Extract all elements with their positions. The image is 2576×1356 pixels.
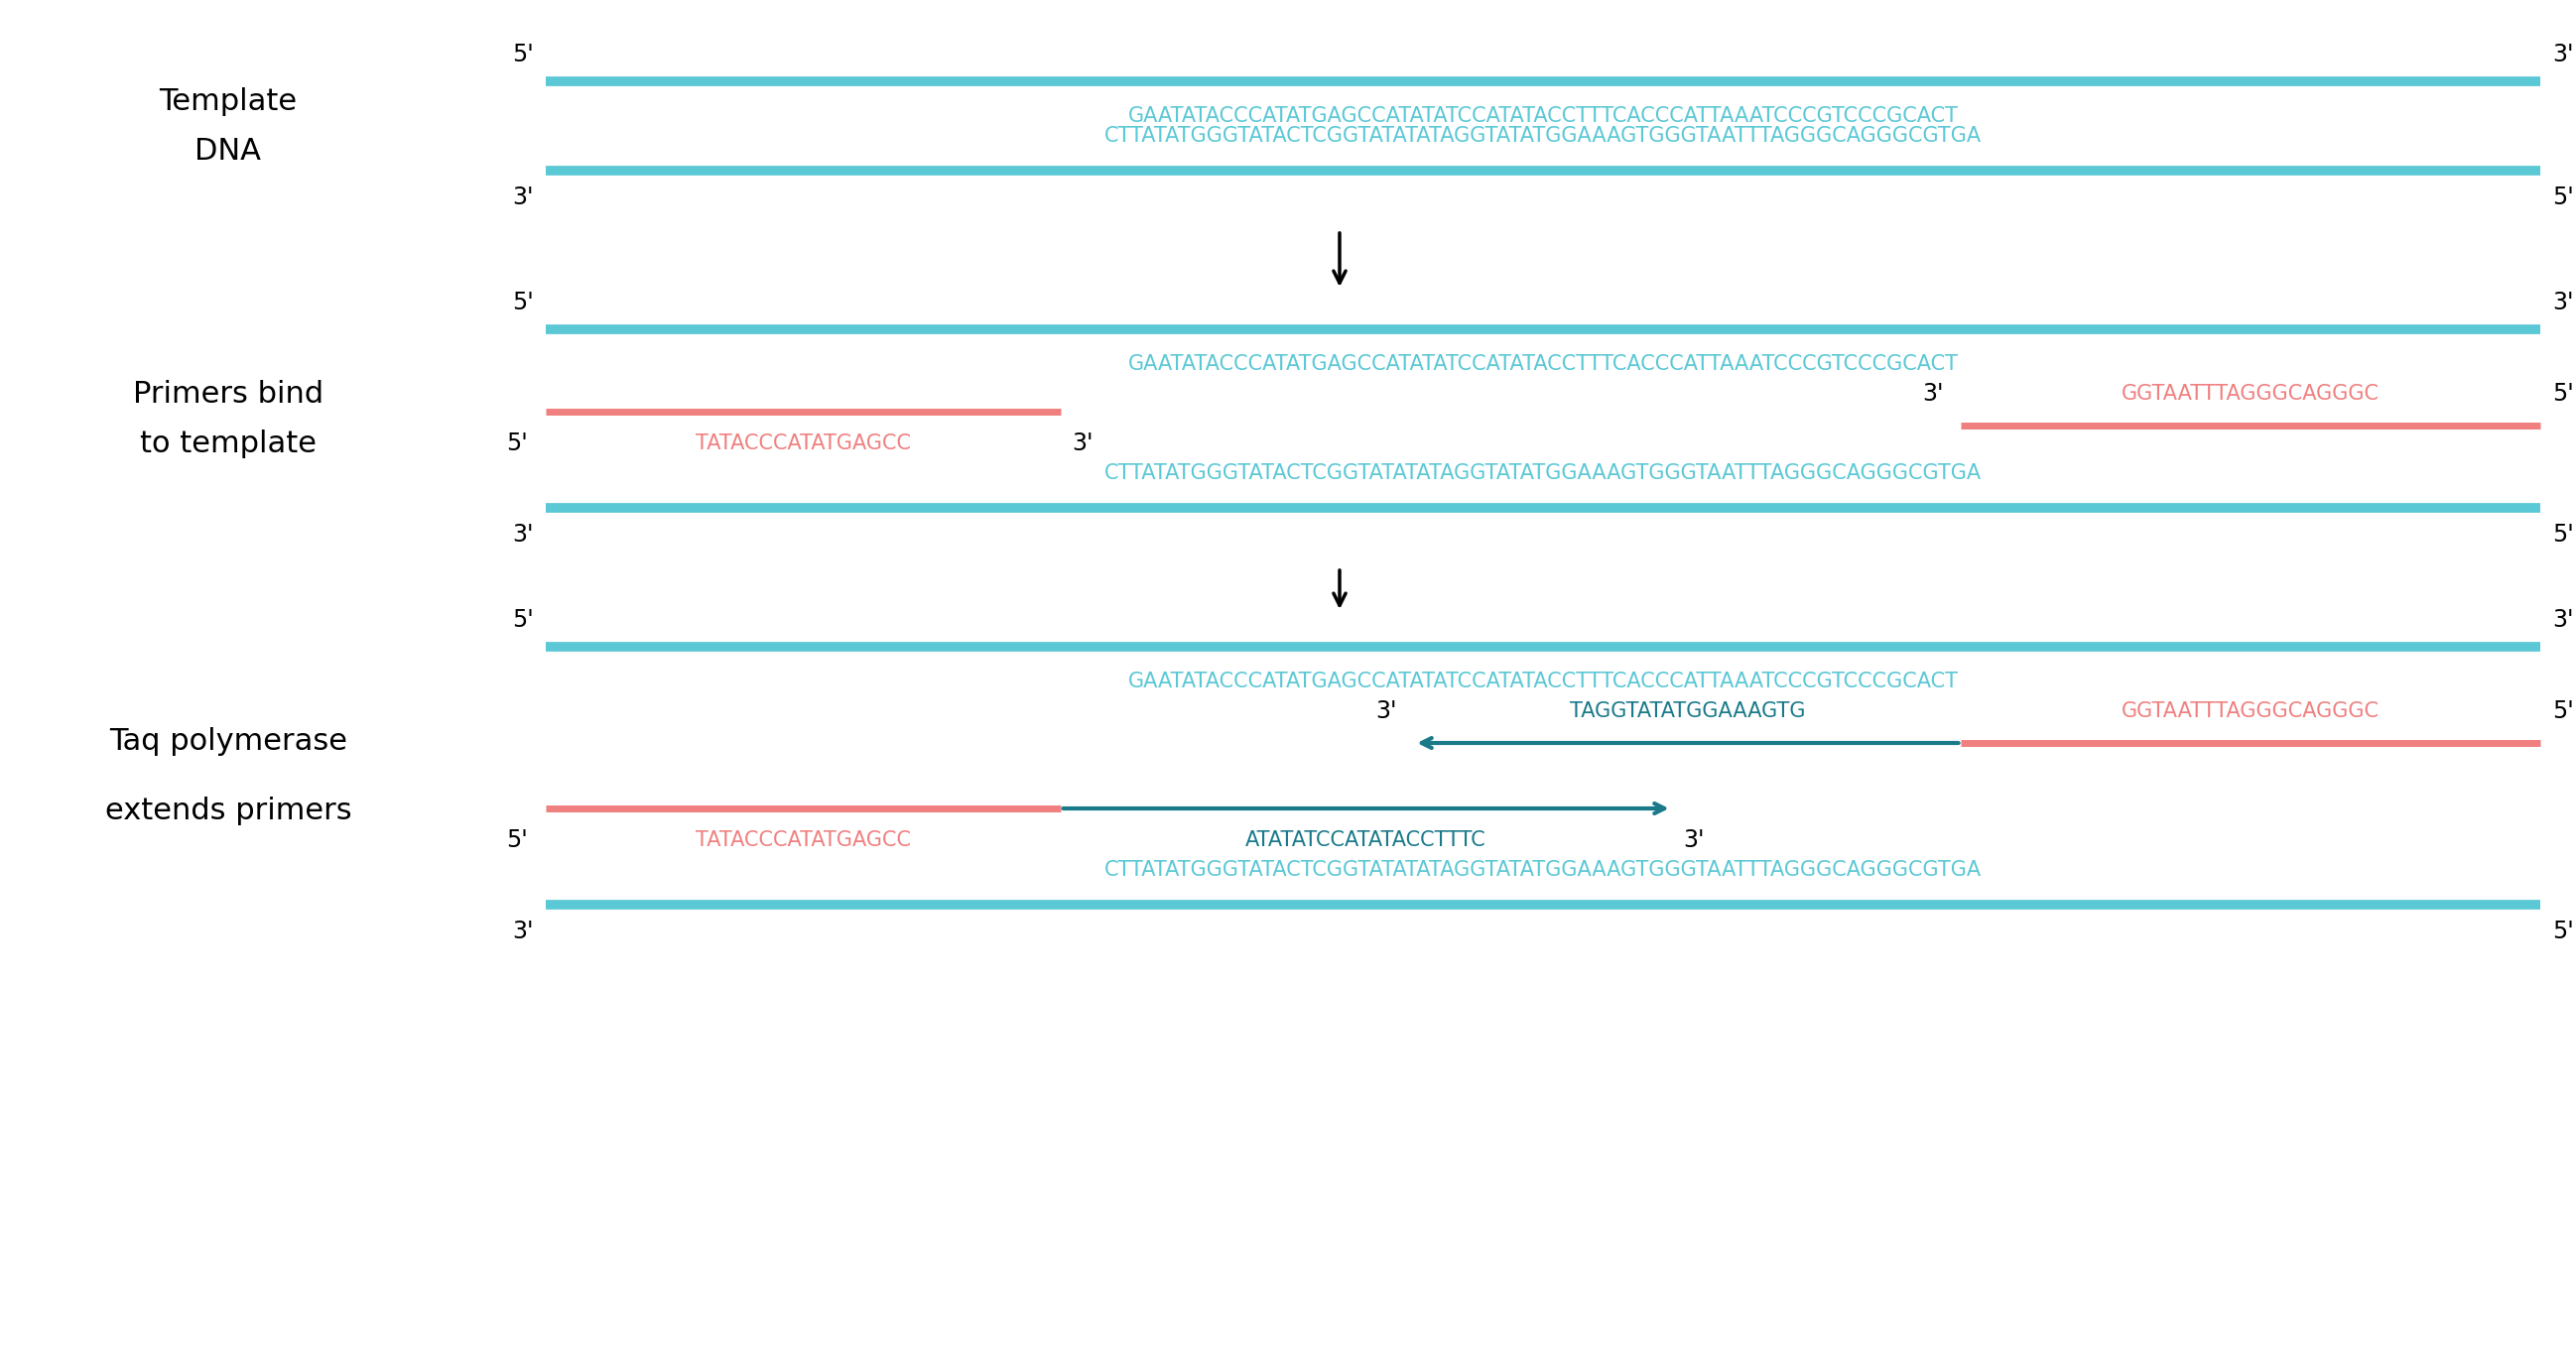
Text: 3': 3' (1376, 700, 1396, 723)
Text: TAGGTATATGGAAAGTG: TAGGTATATGGAAAGTG (1569, 701, 1806, 721)
Text: TATACCCATATGAGCC: TATACCCATATGAGCC (696, 434, 912, 453)
Text: DNA: DNA (196, 137, 263, 165)
Text: 5': 5' (2553, 523, 2573, 546)
Text: 3': 3' (1072, 431, 1095, 456)
Text: 5': 5' (2553, 186, 2573, 209)
Text: Taq polymerase: Taq polymerase (108, 727, 348, 755)
Text: TATACCCATATGAGCC: TATACCCATATGAGCC (696, 830, 912, 850)
Text: 3': 3' (1922, 382, 1942, 405)
Text: 5': 5' (2553, 382, 2573, 405)
Text: 3': 3' (513, 919, 533, 944)
Text: 5': 5' (513, 607, 533, 632)
Text: 3': 3' (1685, 829, 1705, 852)
Text: CTTATATGGGTATACTCGGTATATATAGGTATATGGAAAGTGGGTAATTTAGGGCAGGGCGTGA: CTTATATGGGTATACTCGGTATATATAGGTATATGGAAAG… (1105, 860, 1981, 880)
Text: GGTAATTTAGGGCAGGGC: GGTAATTTAGGGCAGGGC (2123, 384, 2380, 404)
Text: 5': 5' (507, 829, 528, 852)
Text: 3': 3' (513, 523, 533, 546)
Text: 5': 5' (2553, 919, 2573, 944)
Text: 5': 5' (2553, 700, 2573, 723)
Text: 5': 5' (513, 290, 533, 315)
Text: 3': 3' (2553, 290, 2573, 315)
Text: GAATATACCCATATGAGCCATATATCCATATACCTTTCACCCATTAAATCCCGTCCCGCACT: GAATATACCCATATGAGCCATATATCCATATACCTTTCAC… (1128, 106, 1958, 126)
Text: Primers bind: Primers bind (134, 380, 325, 408)
Text: GAATATACCCATATGAGCCATATATCCATATACCTTTCACCCATTAAATCCCGTCCCGCACT: GAATATACCCATATGAGCCATATATCCATATACCTTTCAC… (1128, 671, 1958, 692)
Text: to template: to template (139, 428, 317, 458)
Text: GGTAATTTAGGGCAGGGC: GGTAATTTAGGGCAGGGC (2123, 701, 2380, 721)
Text: 5': 5' (507, 431, 528, 456)
Text: Template: Template (160, 87, 296, 115)
Text: 5': 5' (513, 42, 533, 66)
Text: 3': 3' (2553, 42, 2573, 66)
Text: extends primers: extends primers (106, 796, 350, 824)
Text: CTTATATGGGTATACTCGGTATATATAGGTATATGGAAAGTGGGTAATTTAGGGCAGGGCGTGA: CTTATATGGGTATACTCGGTATATATAGGTATATGGAAAG… (1105, 126, 1981, 146)
Text: 3': 3' (513, 186, 533, 209)
Text: 3': 3' (2553, 607, 2573, 632)
Text: ATATATCCATATACCTTTC: ATATATCCATATACCTTTC (1247, 830, 1486, 850)
Text: CTTATATGGGTATACTCGGTATATATAGGTATATGGAAAGTGGGTAATTTAGGGCAGGGCGTGA: CTTATATGGGTATACTCGGTATATATAGGTATATGGAAAG… (1105, 464, 1981, 483)
Text: GAATATACCCATATGAGCCATATATCCATATACCTTTCACCCATTAAATCCCGTCCCGCACT: GAATATACCCATATGAGCCATATATCCATATACCTTTCAC… (1128, 354, 1958, 374)
